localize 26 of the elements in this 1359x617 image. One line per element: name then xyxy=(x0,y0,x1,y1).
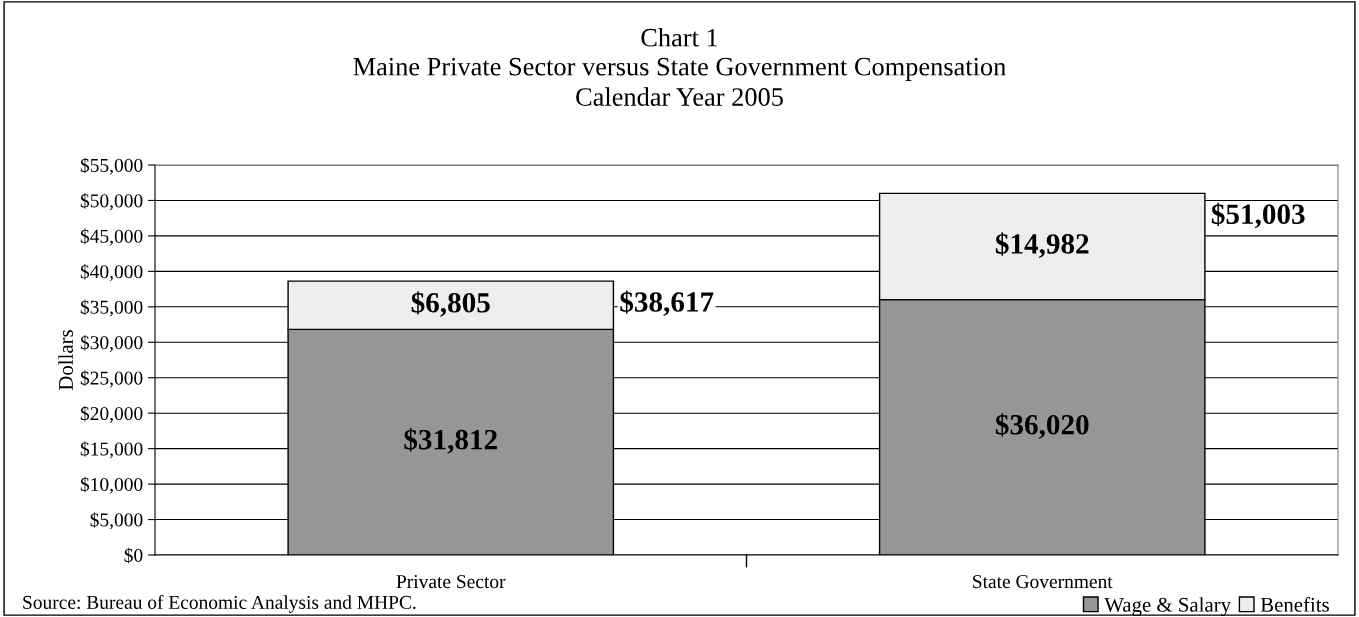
source-note: Source: Bureau of Economic Analysis and MHPC. xyxy=(23,595,416,613)
y-tick-label: $5,000 xyxy=(90,512,143,530)
y-axis-title: Dollars xyxy=(58,330,73,391)
y-tick-label: $30,000 xyxy=(80,334,143,353)
y-tick-label: $50,000 xyxy=(80,193,143,211)
x-tick-label: State Government xyxy=(973,575,1113,589)
total-label: $38,617 xyxy=(620,290,714,317)
data-label: $14,982 xyxy=(995,232,1089,258)
y-tick-label: $25,000 xyxy=(80,370,143,388)
x-tick-label: Private Sector xyxy=(396,575,506,589)
y-tick-label: $0 xyxy=(124,547,143,564)
y-tick-label: $20,000 xyxy=(80,405,143,423)
data-label: $36,020 xyxy=(995,413,1089,439)
chart-subtitle: Maine Private Sector versus State Government Compensation Calendar Year 2005 xyxy=(353,57,1006,106)
legend-label: Wage & Salary xyxy=(1104,597,1231,617)
y-tick-label: $45,000 xyxy=(80,228,143,246)
total-label: $51,003 xyxy=(1211,202,1305,229)
data-label: $31,812 xyxy=(404,428,497,454)
data-label: $6,805 xyxy=(411,291,490,317)
y-tick-label: $15,000 xyxy=(80,441,143,459)
legend-label: Benefits xyxy=(1260,596,1329,612)
y-tick-label: $55,000 xyxy=(80,157,143,175)
chart-title: Chart 1 xyxy=(641,28,718,47)
y-tick-label: $40,000 xyxy=(80,264,143,282)
y-tick-label: $35,000 xyxy=(80,299,143,317)
y-tick-label: $10,000 xyxy=(80,476,143,494)
